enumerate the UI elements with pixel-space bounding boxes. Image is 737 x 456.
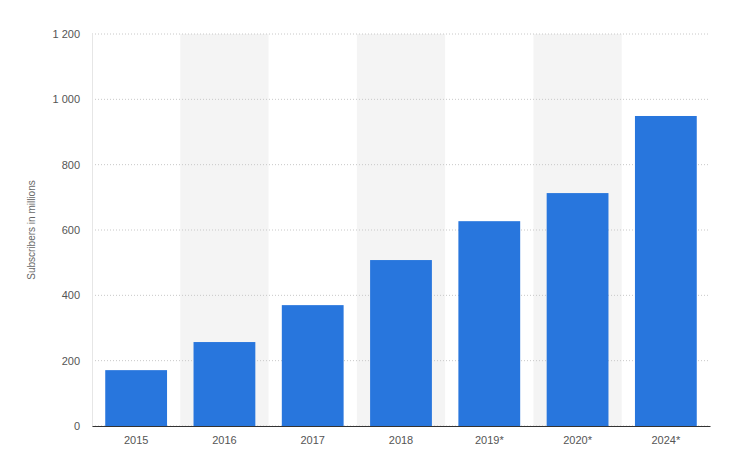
x-tick-label: 2016 [212,434,236,446]
bar [370,260,432,426]
grid-line [92,164,710,165]
y-tick: 600 [62,224,92,236]
y-tick-label: 800 [62,159,80,171]
x-tick-label: 2015 [124,434,148,446]
y-tick-label: 600 [62,224,80,236]
y-axis: 0 200 400 600 800 1 000 1 200 [52,28,92,432]
x-tick: 2024* [651,426,680,446]
x-tick-label: 2024* [651,434,680,446]
y-tick: 1 000 [52,93,92,105]
y-tick: 200 [62,355,92,367]
y-axis-line [92,35,93,427]
y-tick-label: 0 [74,420,80,432]
plot: 02004006008001 0001 20020152016201720182… [52,28,710,446]
x-tick-label: 2018 [389,434,413,446]
x-tick: 2020* [563,426,592,446]
x-tick-label: 2019* [475,434,504,446]
y-tick-label: 1 200 [52,28,80,40]
chart: 02004006008001 0001 20020152016201720182… [0,0,737,456]
grid-line [92,99,710,100]
x-tick-label: 2020* [563,434,592,446]
x-tick: 2015 [124,426,148,446]
x-axis: 2015 2016 2017 2018 2019* 2020* 2024* [93,426,711,446]
y-axis-title: Subscribers in millions [26,180,37,279]
y-tick: 800 [62,159,92,171]
bar [635,116,697,426]
bar [105,370,167,426]
x-tick: 2019* [475,426,504,446]
x-tick-label: 2017 [300,434,324,446]
grid-line [92,34,710,35]
y-tick-label: 200 [62,355,80,367]
bar [194,342,256,426]
bar [458,221,520,426]
bar [547,193,609,426]
bar [282,305,344,426]
grid-line [92,230,710,231]
x-tick: 2016 [212,426,236,446]
y-tick: 0 [74,420,92,432]
band [533,34,621,426]
x-tick: 2018 [389,426,413,446]
x-tick: 2017 [300,426,324,446]
y-tick-label: 1 000 [52,93,80,105]
x-axis-line [93,426,711,427]
y-tick: 1 200 [52,28,92,40]
y-tick: 400 [62,289,92,301]
grid [92,34,710,426]
bars [105,116,697,426]
y-tick-label: 400 [62,289,80,301]
